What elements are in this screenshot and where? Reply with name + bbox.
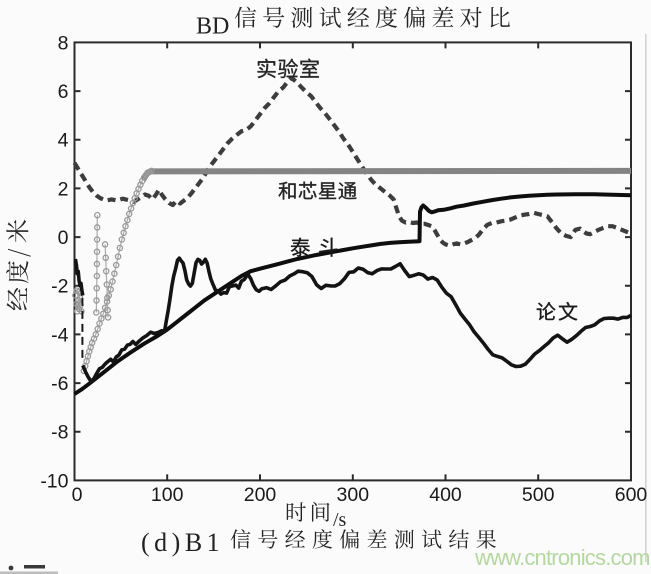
svg-text:500: 500 [522, 484, 555, 506]
svg-text:300: 300 [337, 484, 370, 506]
svg-text:(d)B1: (d)B1 [141, 528, 224, 557]
svg-text:600: 600 [615, 484, 648, 506]
svg-text:400: 400 [429, 484, 462, 506]
svg-text:4: 4 [58, 130, 69, 152]
svg-text:2: 2 [58, 178, 69, 200]
svg-text:0: 0 [58, 227, 69, 249]
svg-text:www.cntronics.com: www.cntronics.com [474, 545, 650, 570]
svg-text:-4: -4 [51, 324, 68, 346]
svg-text:200: 200 [244, 484, 277, 506]
svg-text:100: 100 [151, 484, 184, 506]
svg-text:0: 0 [72, 484, 83, 506]
svg-text:8: 8 [58, 32, 69, 54]
svg-text:-10: -10 [40, 470, 68, 492]
svg-text:6: 6 [58, 81, 69, 103]
svg-text:-6: -6 [51, 373, 68, 395]
svg-text:-8: -8 [51, 422, 68, 444]
svg-text:/s: /s [333, 509, 347, 531]
svg-text:-2: -2 [51, 276, 68, 298]
svg-text:BD: BD [196, 14, 229, 40]
